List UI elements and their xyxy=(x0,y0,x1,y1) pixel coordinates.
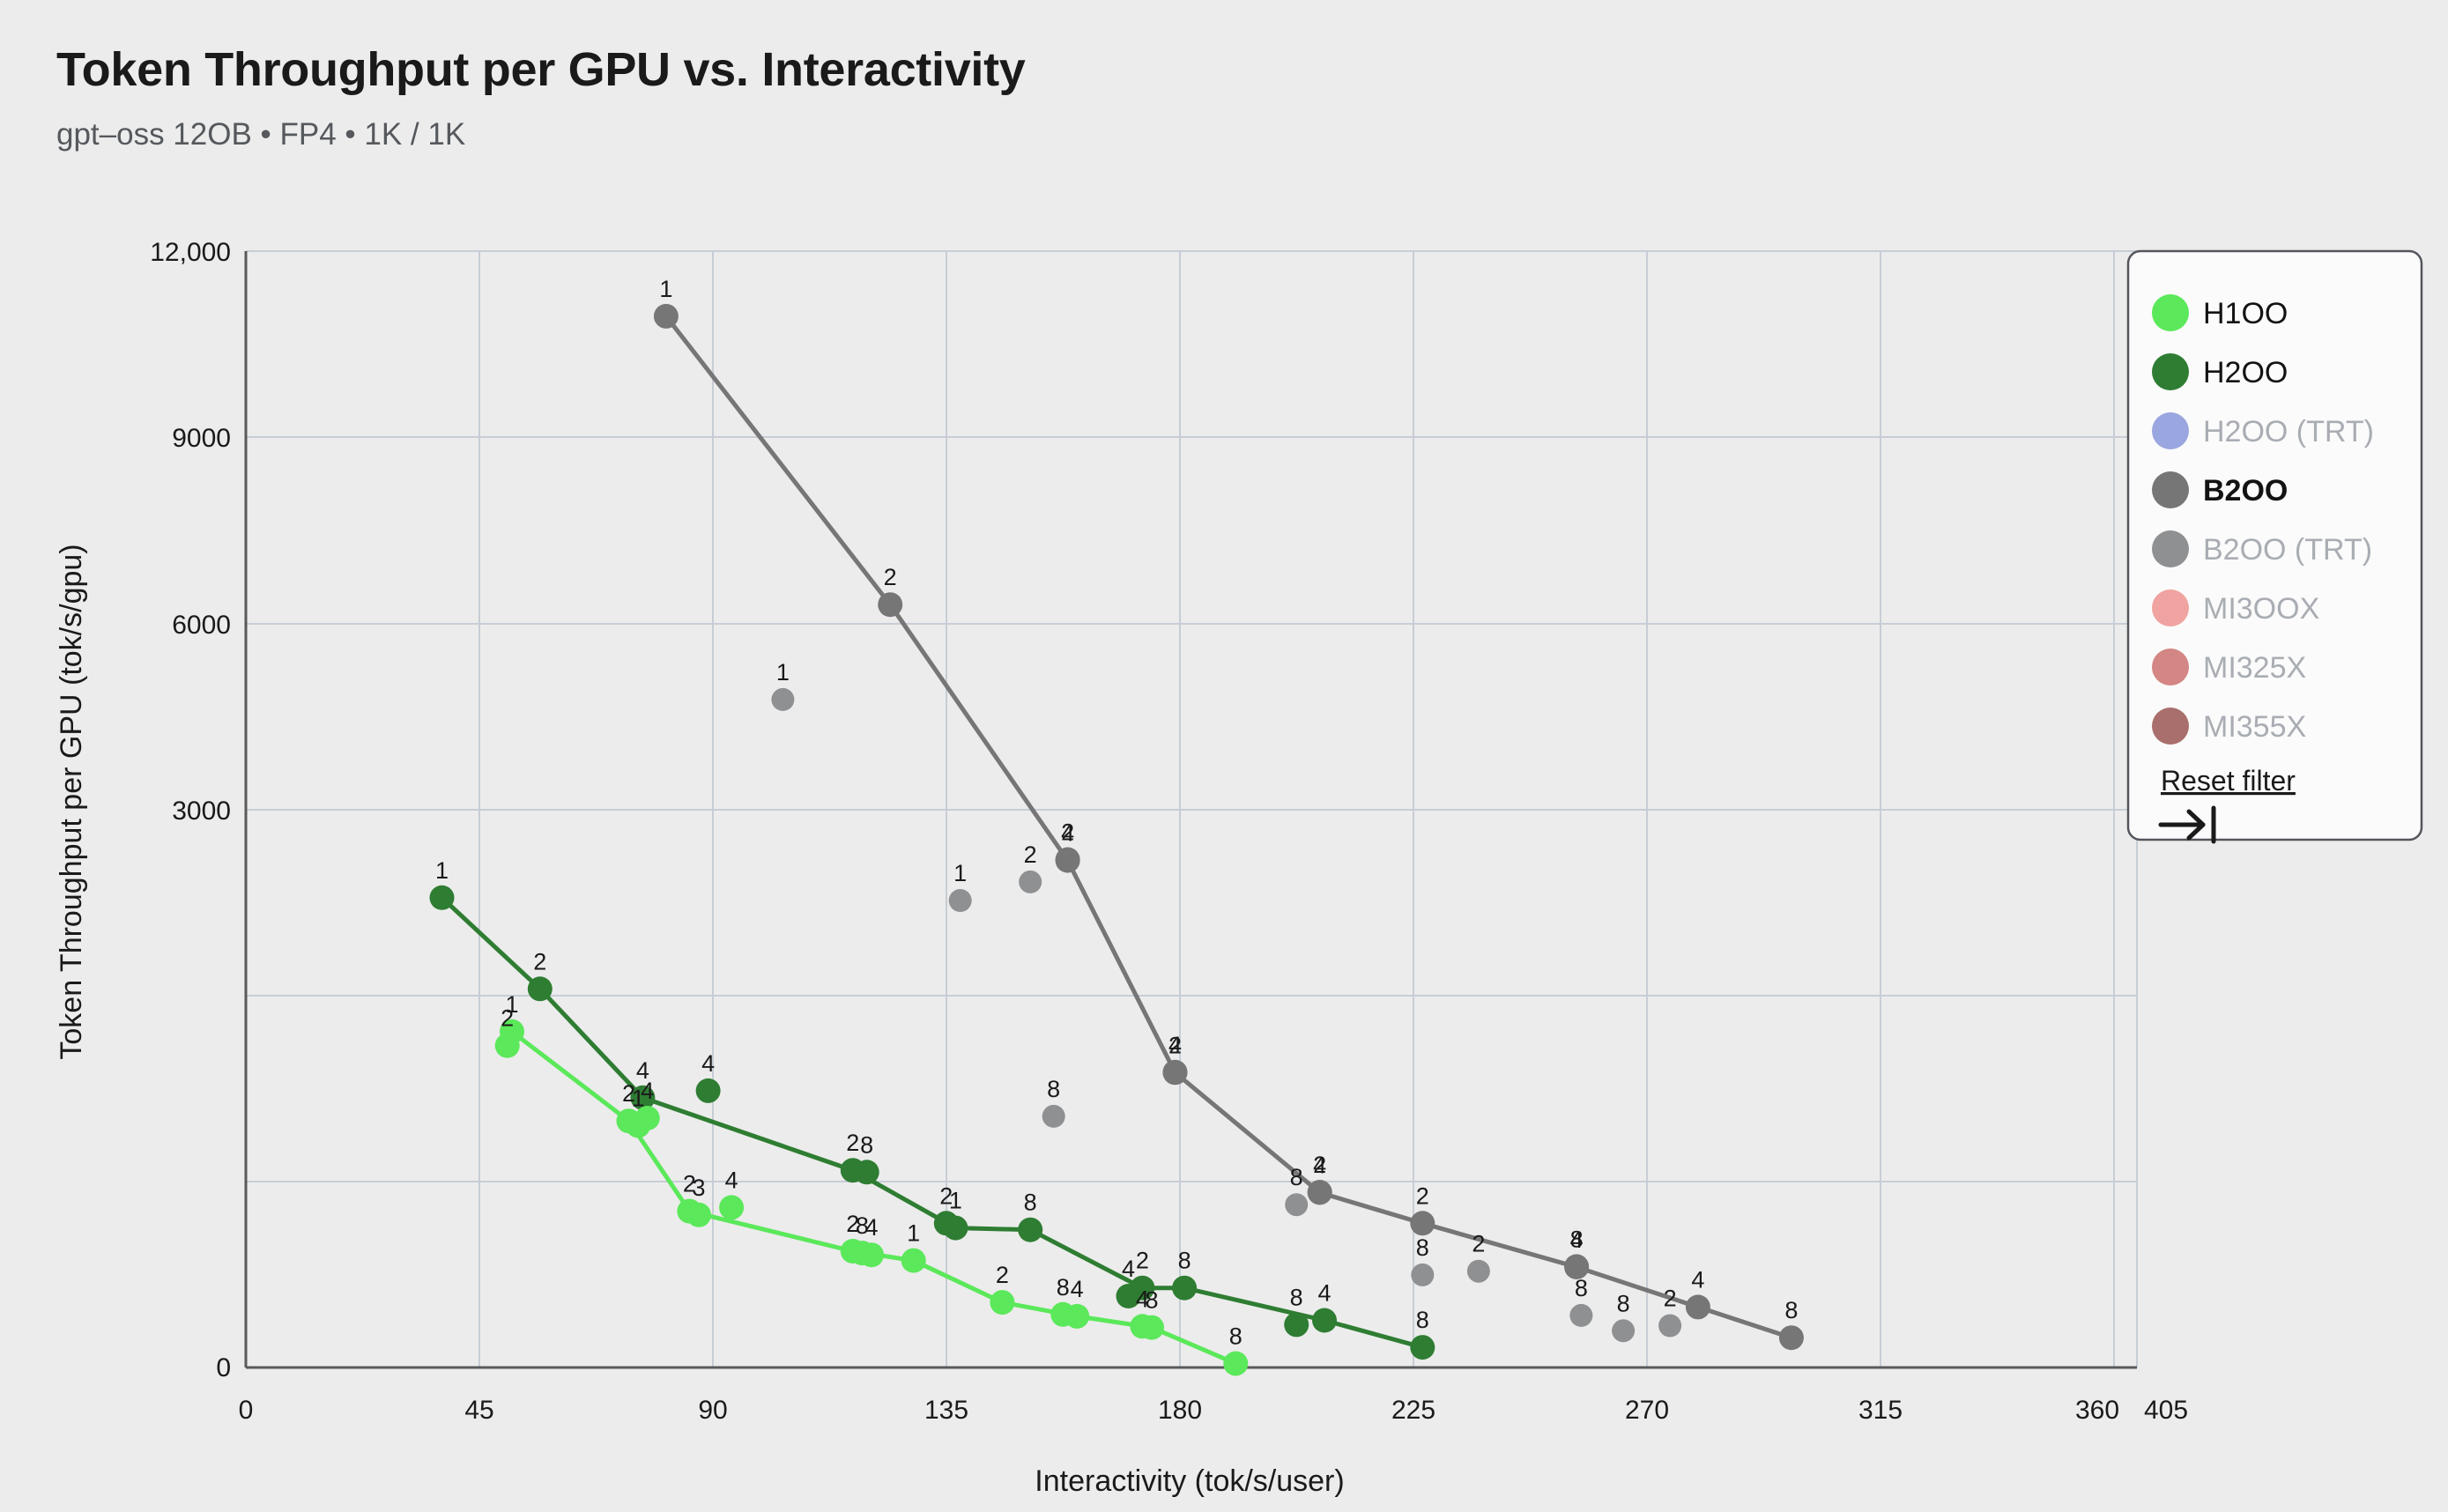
svg-text:12,000: 12,000 xyxy=(150,238,231,267)
svg-text:Reset filter: Reset filter xyxy=(2161,765,2296,797)
svg-text:2: 2 xyxy=(939,1182,953,1209)
svg-text:8: 8 xyxy=(1290,1284,1303,1310)
svg-text:4: 4 xyxy=(1071,1276,1084,1302)
svg-text:8: 8 xyxy=(1290,1164,1303,1190)
svg-text:270: 270 xyxy=(1625,1396,1669,1425)
svg-text:315: 315 xyxy=(1858,1396,1903,1425)
svg-text:2: 2 xyxy=(996,1262,1009,1288)
svg-text:2: 2 xyxy=(846,1130,859,1156)
svg-text:8: 8 xyxy=(1416,1307,1429,1333)
svg-text:2: 2 xyxy=(1024,841,1037,868)
svg-text:4: 4 xyxy=(1168,1032,1182,1058)
svg-text:B2OO (TRT): B2OO (TRT) xyxy=(2203,533,2372,567)
svg-text:4: 4 xyxy=(725,1167,738,1193)
svg-text:0: 0 xyxy=(216,1353,231,1382)
svg-text:4: 4 xyxy=(1317,1280,1331,1307)
svg-text:180: 180 xyxy=(1158,1396,1202,1425)
svg-text:2: 2 xyxy=(1313,1152,1326,1178)
svg-text:2: 2 xyxy=(884,564,897,590)
svg-text:3: 3 xyxy=(692,1175,705,1201)
svg-text:8: 8 xyxy=(1570,1226,1584,1252)
svg-text:MI355X: MI355X xyxy=(2203,710,2306,744)
svg-text:2: 2 xyxy=(533,948,546,975)
svg-text:405: 405 xyxy=(2144,1396,2188,1425)
svg-text:4: 4 xyxy=(641,1078,654,1104)
svg-text:8: 8 xyxy=(860,1131,873,1158)
svg-text:8: 8 xyxy=(1024,1190,1037,1216)
svg-text:3000: 3000 xyxy=(172,797,231,826)
svg-text:2: 2 xyxy=(1416,1182,1429,1209)
svg-text:6000: 6000 xyxy=(172,611,231,640)
svg-text:2: 2 xyxy=(1061,819,1074,846)
svg-text:2: 2 xyxy=(1136,1248,1149,1274)
svg-text:2: 2 xyxy=(1472,1231,1485,1257)
svg-text:135: 135 xyxy=(924,1396,968,1425)
svg-text:1: 1 xyxy=(776,659,790,686)
svg-text:2: 2 xyxy=(501,1005,514,1032)
svg-text:8: 8 xyxy=(1057,1274,1070,1301)
svg-text:360: 360 xyxy=(2075,1396,2119,1425)
svg-text:2: 2 xyxy=(1664,1286,1677,1312)
svg-text:1: 1 xyxy=(659,276,672,302)
svg-text:8: 8 xyxy=(1145,1287,1158,1314)
svg-text:Token Throughput per GPU (tok/: Token Throughput per GPU (tok/s/gpu) xyxy=(55,544,88,1059)
svg-text:MI325X: MI325X xyxy=(2203,651,2306,685)
svg-text:0: 0 xyxy=(239,1396,254,1425)
svg-text:4: 4 xyxy=(701,1050,715,1077)
svg-text:H2OO (TRT): H2OO (TRT) xyxy=(2203,415,2374,448)
svg-text:8: 8 xyxy=(1784,1297,1798,1323)
svg-text:8: 8 xyxy=(1229,1323,1243,1350)
svg-text:1: 1 xyxy=(907,1220,920,1247)
svg-text:Interactivity (tok/s/user): Interactivity (tok/s/user) xyxy=(1035,1464,1344,1498)
svg-text:4: 4 xyxy=(1691,1266,1704,1293)
svg-text:9000: 9000 xyxy=(172,424,231,453)
svg-text:8: 8 xyxy=(1416,1234,1429,1261)
svg-text:4: 4 xyxy=(1122,1256,1135,1282)
svg-text:MI3OOX: MI3OOX xyxy=(2203,592,2319,626)
svg-text:4: 4 xyxy=(864,1214,878,1241)
svg-text:8: 8 xyxy=(1617,1290,1630,1316)
svg-text:H1OO: H1OO xyxy=(2203,297,2288,330)
svg-text:90: 90 xyxy=(698,1396,727,1425)
svg-text:B2OO: B2OO xyxy=(2203,474,2288,508)
svg-text:H2OO: H2OO xyxy=(2203,356,2288,389)
svg-text:225: 225 xyxy=(1391,1396,1435,1425)
svg-text:45: 45 xyxy=(464,1396,493,1425)
svg-text:1: 1 xyxy=(435,857,449,884)
svg-text:8: 8 xyxy=(1178,1248,1191,1274)
svg-text:8: 8 xyxy=(1047,1076,1060,1102)
svg-text:1: 1 xyxy=(953,860,967,886)
